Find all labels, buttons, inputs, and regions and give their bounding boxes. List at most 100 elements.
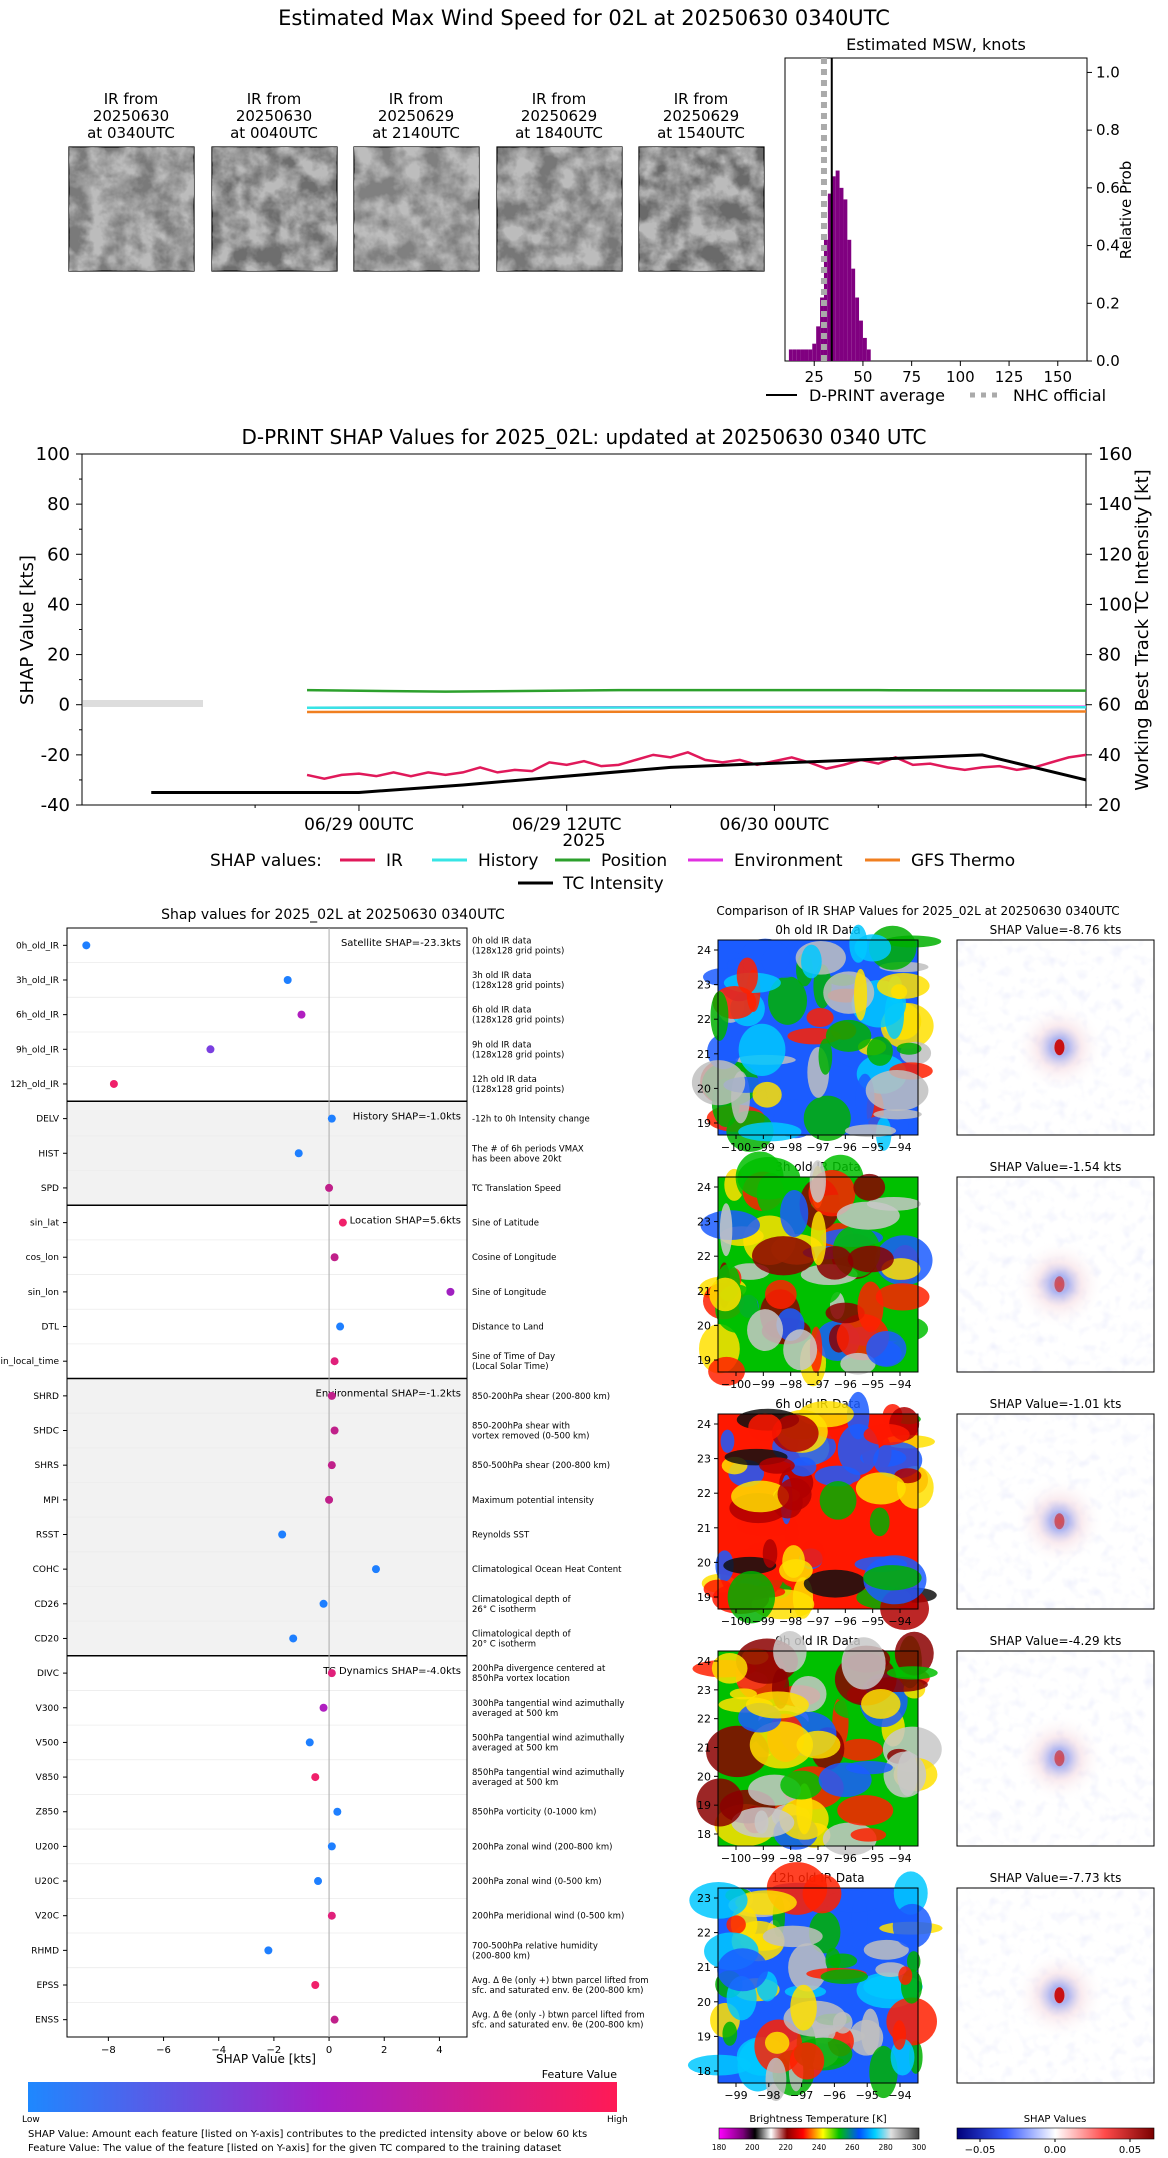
irc-y-tick-label: 23 [697,1684,711,1697]
irc-ir-frame [717,1887,919,2084]
msw-x-tick-label: 100 [946,368,975,386]
irc-x-tick-label: −99 [724,2089,747,2102]
sf-group-bands [67,962,467,2003]
sf-point [289,1634,298,1643]
irc-ir-blob [855,1472,906,1505]
sf-rows: Satellite SHAP=-23.3kts 0h_old_IR 0h old I… [0,936,649,2030]
irc-row: 9h old IR Data SHAP Value=-4.29 kts242322… [692,1631,1155,1865]
sf-feature-desc: Distance to Land [472,1323,544,1333]
bt-tick-label: 240 [812,2143,827,2152]
sf-feature-desc: Reynolds SST [472,1530,530,1540]
sf-feature-desc: Climatological Ocean Heat Content [472,1565,622,1575]
sf-colorbar: Feature Value Low High [22,2068,628,2125]
sf-feature-name: 3h_old_IR [16,976,59,986]
sf-group-label: TC Dynamics SHAP=-4.0kts [322,1666,461,1677]
sf-feature-name: EPSS [36,1981,59,1991]
ts-y2-tick-label: 140 [1098,494,1132,515]
irc-ir-blob [897,1750,918,1797]
sf-feature-desc: Climatological depth of 26° C isotherm [472,1595,572,1615]
ts-y2-tick-label: 120 [1098,544,1132,565]
irc-ir-blob [752,1236,815,1276]
sf-x-tick-label: 0 [326,2045,332,2056]
irc-ir-blob [866,1036,893,1066]
sf-x-tick-label: 2 [381,2045,387,2056]
irc-ir-blob [818,1038,833,1075]
irc-ir-blob [720,1429,735,1453]
irc-x-tick-label: −99 [752,1852,775,1865]
sf-feature-desc: The # of 6h periods VMAX has been above 2… [471,1144,584,1164]
irc-ir-blob [726,1915,746,1934]
sf-feature-desc: Sine of Time of Day (Local Solar Time) [472,1352,555,1372]
ts-line-position [307,688,1087,693]
irc-x-tick-label: −95 [861,1141,884,1154]
sf-point [278,1530,287,1539]
irc-shap-core [1054,1039,1065,1056]
msw-bar [827,193,832,361]
irc-ir-blob [723,1556,777,1575]
msw-y-axis: 0.0 0.2 0.4 0.6 0.8 1.0 [1087,63,1120,370]
msw-y-tick-label: 0.4 [1096,237,1120,255]
irc-ir-blob [847,1245,894,1273]
shap-timeseries: D-PRINT SHAP Values for 2025_02L: update… [17,425,1153,894]
sf-plot-frame [66,927,468,2038]
ts-y2-tick-label: 80 [1098,645,1121,666]
msw-x-tick-label: 25 [805,368,824,386]
irc-ir-blob [748,1413,782,1442]
irc-ir-blob [789,2042,825,2080]
irc-x-tick-label: −98 [779,1141,802,1154]
sf-x-tick-label: −6 [156,2045,171,2056]
ts-y-tick-label: 0 [59,695,70,716]
sf-point [330,2015,339,2024]
irc-y-tick-label: 20 [697,1082,711,1095]
sf-x-tick-label: −8 [101,2045,116,2056]
ts-line-gfs-thermo [307,710,1087,714]
irc-x-tick-label: −96 [834,1378,857,1391]
msw-bars [788,170,871,361]
irc-y-tick-label: 21 [697,1285,711,1298]
msw-bar [862,337,867,361]
irc-shap-frame [956,939,1155,1136]
sv-colorbar: SHAP Values −0.05 0.00 0.05 [956,2114,1155,2156]
ts-y-tick-label: 100 [36,444,70,465]
irc-y-tick-label: 19 [697,1117,711,1130]
irc-ir-blob [853,1173,886,1201]
ts-y-tick-label: 60 [47,544,70,565]
ts-legend-label: Position [601,851,667,871]
irc-shap-core [1054,1513,1065,1530]
irc-ir-blob [890,984,908,1000]
irc-x-tick-label: −97 [806,1852,829,1865]
sf-point [294,1149,303,1158]
ts-legend: SHAP values: IR History Position Environmen… [210,851,1015,894]
bt-colorbar-gradient [718,2127,920,2140]
sf-point [446,1287,455,1296]
msw-bar [831,176,836,361]
irc-ir-blob [854,968,868,1021]
msw-y-label: Relative Prob [1117,161,1135,260]
sf-point [327,1461,336,1470]
irc-x-tick-label: −94 [888,1378,911,1391]
ts-legend-label: TC Intensity [562,874,664,894]
sf-feature-name: V20C [35,1912,59,1922]
irc-ir-blob [773,1631,807,1673]
irc-title: Comparison of IR SHAP Values for 2025_02… [716,904,1119,918]
sf-feature-desc: 0h old IR data (128x128 grid points) [472,936,564,956]
ir-comparison: Comparison of IR SHAP Values for 2025_02… [687,904,1155,2156]
bt-tick-label: 180 [712,2143,727,2152]
irc-ir-blob [816,1246,854,1280]
irc-row: 0h old IR Data SHAP Value=-8.76 kts 24 23 22… [691,923,1155,1154]
irc-ir-blob [722,2021,738,2046]
msw-bar [816,326,821,361]
thumb-4: IR from 20250629 at 1540UTC [638,90,765,272]
sf-feature-name: COHC [33,1565,59,1575]
ts-title: D-PRINT SHAP Values for 2025_02L: update… [241,425,926,449]
irc-y-tick-label: 19 [697,1591,711,1604]
ts-y2-tick-label: 100 [1098,594,1132,615]
irc-ir-blob [754,1810,769,1834]
irc-ir-blob [860,2008,880,2056]
irc-ir-blob [771,1414,819,1452]
irc-shap-frame [956,1176,1155,1373]
ts-y2-tick-label: 20 [1098,795,1121,816]
sf-point [327,1842,336,1851]
thumb-2: IR from 20250629 at 2140UTC [353,90,480,272]
